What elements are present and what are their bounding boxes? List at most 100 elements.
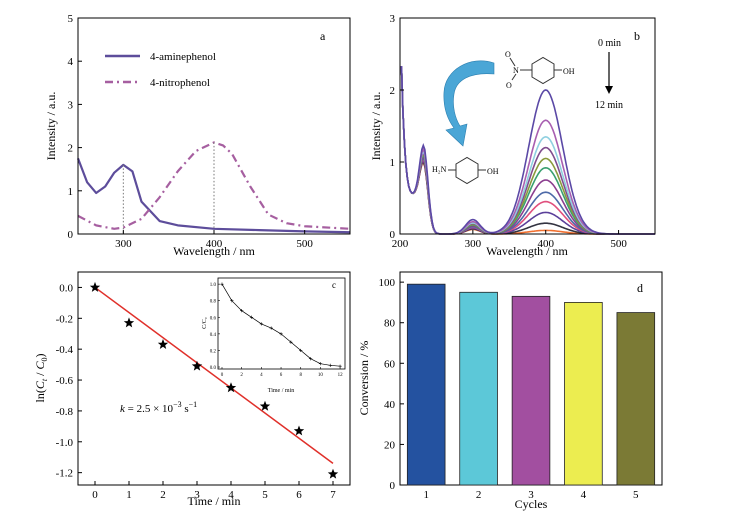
inset-data-point — [220, 282, 224, 286]
panel-d-ytick-label: 80 — [384, 318, 396, 330]
panel-c-ytick-label: -1.0 — [56, 437, 74, 449]
panel-c-ticks: 0 1 2 3 4 5 6 7 0.0 -0.2 -0.4 -0.6 -0.8 -1.0 -1.2 — [56, 282, 337, 501]
panel-c-ytick-label: -0.8 — [56, 406, 74, 418]
data-point-star — [191, 360, 203, 371]
panel-a-xtick-label: 300 — [115, 238, 132, 250]
svg-text:H₂N: H₂N — [432, 165, 447, 174]
panel-a-ytick-label: 5 — [68, 13, 74, 25]
panel-b-xtick-label: 500 — [610, 238, 627, 250]
panel-b: 200 300 400 500 0 1 2 3 Wavelength / nm Intensi… — [369, 13, 656, 258]
inset-frame — [217, 277, 346, 370]
inset-xtick-label: 4 — [260, 373, 263, 378]
inset-data-point — [338, 364, 342, 368]
inset-data-point — [318, 362, 322, 366]
panel-b-ylabel: Intensity / a.u. — [369, 92, 383, 161]
panel-b-frame — [399, 17, 656, 235]
inset-data-point — [299, 348, 303, 353]
panel-d-ytick-label: 20 — [384, 439, 396, 451]
panel-d-ytick-label: 100 — [379, 277, 396, 289]
inset-data-point — [289, 340, 293, 344]
panel-d-ytick-label: 60 — [384, 358, 396, 370]
panel-d-xtick-label: 5 — [633, 489, 639, 501]
data-point-star — [259, 400, 271, 411]
inset-data-point — [230, 299, 234, 303]
panel-a-legend: 4-aminephenol 4-nitrophenol — [105, 51, 216, 89]
panel-b-xtick-label: 200 — [392, 238, 409, 250]
inset-data-point — [240, 309, 244, 313]
inset-data-point — [328, 363, 332, 367]
panel-a: 300 400 500 0 1 2 3 4 5 Wavelength / nm Intensit… — [44, 13, 351, 258]
panel-b-curves — [400, 66, 655, 235]
svg-text:OH: OH — [563, 67, 575, 76]
time-start-label: 0 min — [598, 38, 621, 49]
inset-xtick-label: 0 — [221, 373, 224, 378]
panel-c-ytick-label: -0.2 — [56, 313, 73, 325]
panel-c-xtick-label: 4 — [228, 489, 234, 501]
time-end-label: 12 min — [595, 100, 623, 111]
data-point-star — [293, 425, 305, 436]
panel-d-xtick-label: 2 — [476, 489, 482, 501]
panel-a-ticks: 300 400 500 0 1 2 3 4 5 — [68, 13, 314, 250]
panel-d-ytick-label: 0 — [390, 480, 396, 492]
panel-c-xtick-label: 3 — [194, 489, 200, 501]
svg-text:O: O — [505, 50, 511, 59]
svg-text:O: O — [506, 81, 512, 90]
bar-cycle-1 — [406, 283, 446, 486]
inset-xtick-label: 8 — [299, 373, 302, 378]
panel-c-xtick-label: 6 — [296, 489, 302, 501]
series-line-aminephenol — [76, 158, 351, 234]
panel-c-xtick-label: 7 — [330, 489, 336, 501]
panel-c-ytick-label: -0.6 — [56, 375, 74, 387]
panel-b-ticks: 200 300 400 500 0 1 2 3 — [390, 13, 628, 250]
inset-marks — [220, 282, 342, 368]
panel-c-xtick-label: 0 — [92, 489, 98, 501]
panel-d-letter: d — [637, 281, 643, 295]
panel-b-xlabel: Wavelength / nm — [486, 244, 568, 258]
time-arrow-head — [605, 86, 613, 94]
panel-c: 0 1 2 3 4 5 6 70.0-0.2-0.4-0.6-0.8-1.0-1.2 Time… — [33, 271, 351, 508]
panel-a-ytick-label: 3 — [68, 99, 74, 111]
inset-xtick-label: 6 — [280, 373, 283, 378]
nitrophenol-structure-icon: OH N O O — [505, 50, 575, 90]
inset-ylabel: C/C₀ — [202, 317, 208, 329]
panel-b-ytick-label: 3 — [390, 13, 396, 25]
panel-c-frame — [77, 271, 351, 486]
data-point-star — [123, 317, 135, 328]
panel-b-xtick-label: 400 — [537, 238, 554, 250]
data-point-star — [89, 281, 101, 292]
panel-d-ylabel: Conversion / % — [357, 341, 371, 416]
rate-constant-label: k = 2.5 × 10−3 s−1 — [120, 400, 197, 415]
aminophenol-structure-icon: H₂N OH — [432, 156, 499, 185]
panel-d-xtick-label: 1 — [423, 489, 429, 501]
inset-ytick-label: 0.4 — [210, 333, 217, 338]
panel-a-ytick-label: 0 — [68, 229, 74, 241]
inset-data-point — [259, 322, 263, 326]
inset-data-point — [279, 332, 283, 336]
panel-b-ytick-label: 1 — [390, 157, 396, 169]
panel-b-xtick-label: 300 — [465, 238, 482, 250]
bar-cycle-2 — [459, 291, 498, 486]
legend-label-aminephenol: 4-aminephenol — [150, 51, 216, 63]
panel-d-xtick-label: 3 — [528, 489, 534, 501]
panel-c-marks — [89, 281, 339, 479]
inset-data-point — [249, 315, 254, 319]
panel-a-xtick-label: 400 — [206, 238, 223, 250]
panel-a-lines — [76, 141, 351, 234]
panel-a-ytick-label: 2 — [68, 143, 74, 155]
panel-b-ytick-label: 0 — [390, 229, 396, 241]
bar-cycle-4 — [564, 302, 603, 486]
inset-ticks: 0 2 4 6 8 10 12 0.0 0.2 0.4 0.6 0.8 1.0 — [210, 283, 343, 378]
panel-a-xtick-label: 500 — [296, 238, 313, 250]
data-point-star — [157, 339, 169, 349]
panel-c-xtick-label: 5 — [262, 489, 268, 501]
legend-label-nitrophenol: 4-nitrophenol — [150, 77, 210, 89]
panel-c-xtick-label: 1 — [126, 489, 132, 501]
panel-c-xlabel: Time / min — [188, 494, 241, 508]
inset-ytick-label: 0.0 — [210, 366, 217, 371]
inset-xtick-label: 12 — [338, 373, 344, 378]
panel-a-letter: a — [320, 29, 326, 43]
panel-d-xlabel: Cycles — [515, 497, 548, 511]
panel-b-letter: b — [634, 29, 640, 43]
